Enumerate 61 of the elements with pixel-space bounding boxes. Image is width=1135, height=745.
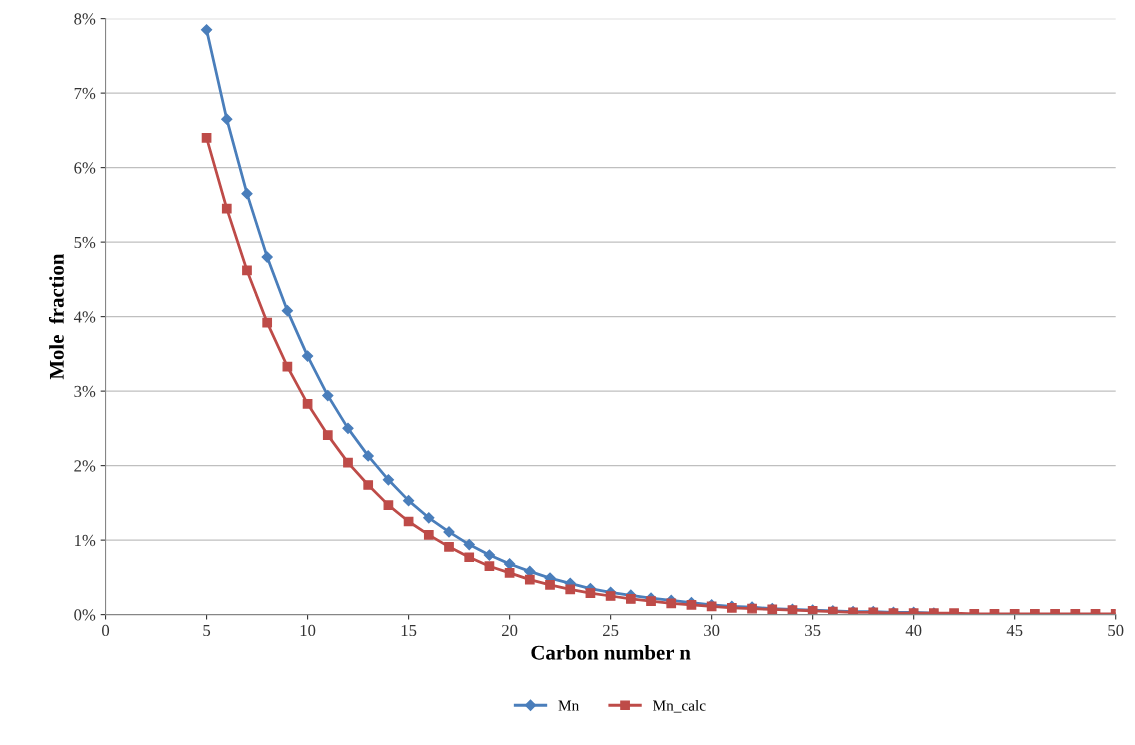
point — [464, 552, 475, 563]
y-tick-label: 4% — [73, 311, 96, 323]
y-tick-label: 1% — [75, 534, 96, 547]
point — [545, 579, 555, 590]
point — [382, 474, 395, 486]
x-axis-title: Carbon number n — [531, 645, 691, 660]
point — [343, 457, 353, 468]
point — [625, 594, 636, 604]
point — [322, 430, 333, 440]
x-tick-label: 10 — [300, 624, 316, 637]
point — [200, 24, 213, 36]
point — [463, 538, 475, 551]
x-tick-label: 0 — [102, 624, 110, 637]
x-tick-label: 40 — [905, 624, 922, 637]
x-tick-label: 35 — [805, 624, 821, 637]
point — [444, 541, 454, 552]
point — [383, 500, 394, 510]
point — [666, 598, 677, 609]
x-tick-label: 5 — [203, 625, 211, 637]
point — [342, 422, 354, 434]
y-tick-label: 8% — [74, 13, 96, 25]
x-tick-label: 20 — [502, 624, 518, 637]
point — [504, 568, 515, 578]
y-tick-label: 0% — [74, 609, 96, 621]
point — [221, 203, 232, 214]
point — [483, 549, 496, 561]
point — [281, 305, 293, 317]
legend-label: Mn — [558, 700, 580, 711]
point — [301, 350, 314, 362]
y-axis-title: Mole fraction — [48, 253, 64, 380]
y-tick-label: 3% — [74, 385, 96, 398]
point — [585, 588, 596, 598]
point — [362, 450, 374, 462]
point — [262, 317, 273, 328]
point — [201, 132, 212, 143]
y-tick-label: 5% — [74, 236, 96, 249]
point — [605, 591, 616, 601]
x-tick-label: 25 — [603, 624, 619, 637]
point — [524, 574, 535, 585]
y-tick-label: 2% — [74, 460, 96, 472]
point — [686, 600, 697, 610]
x-tick-label: 30 — [704, 624, 720, 637]
point — [646, 596, 656, 607]
point — [363, 480, 374, 490]
point — [241, 188, 253, 200]
point — [423, 512, 435, 524]
point — [221, 113, 233, 125]
point — [322, 389, 334, 402]
point — [423, 530, 434, 540]
x-tick-label: 15 — [401, 624, 417, 637]
x-tick-label: 50 — [1108, 624, 1124, 637]
point — [484, 561, 495, 572]
y-tick-label: 7% — [74, 87, 96, 100]
y-tick-label: 6% — [74, 162, 96, 174]
legend-label: Mn_calc — [653, 699, 706, 713]
point — [302, 398, 313, 409]
point — [242, 265, 252, 276]
x-tick-label: 45 — [1006, 624, 1023, 637]
point — [565, 584, 576, 595]
point — [402, 495, 415, 507]
point — [261, 251, 273, 263]
